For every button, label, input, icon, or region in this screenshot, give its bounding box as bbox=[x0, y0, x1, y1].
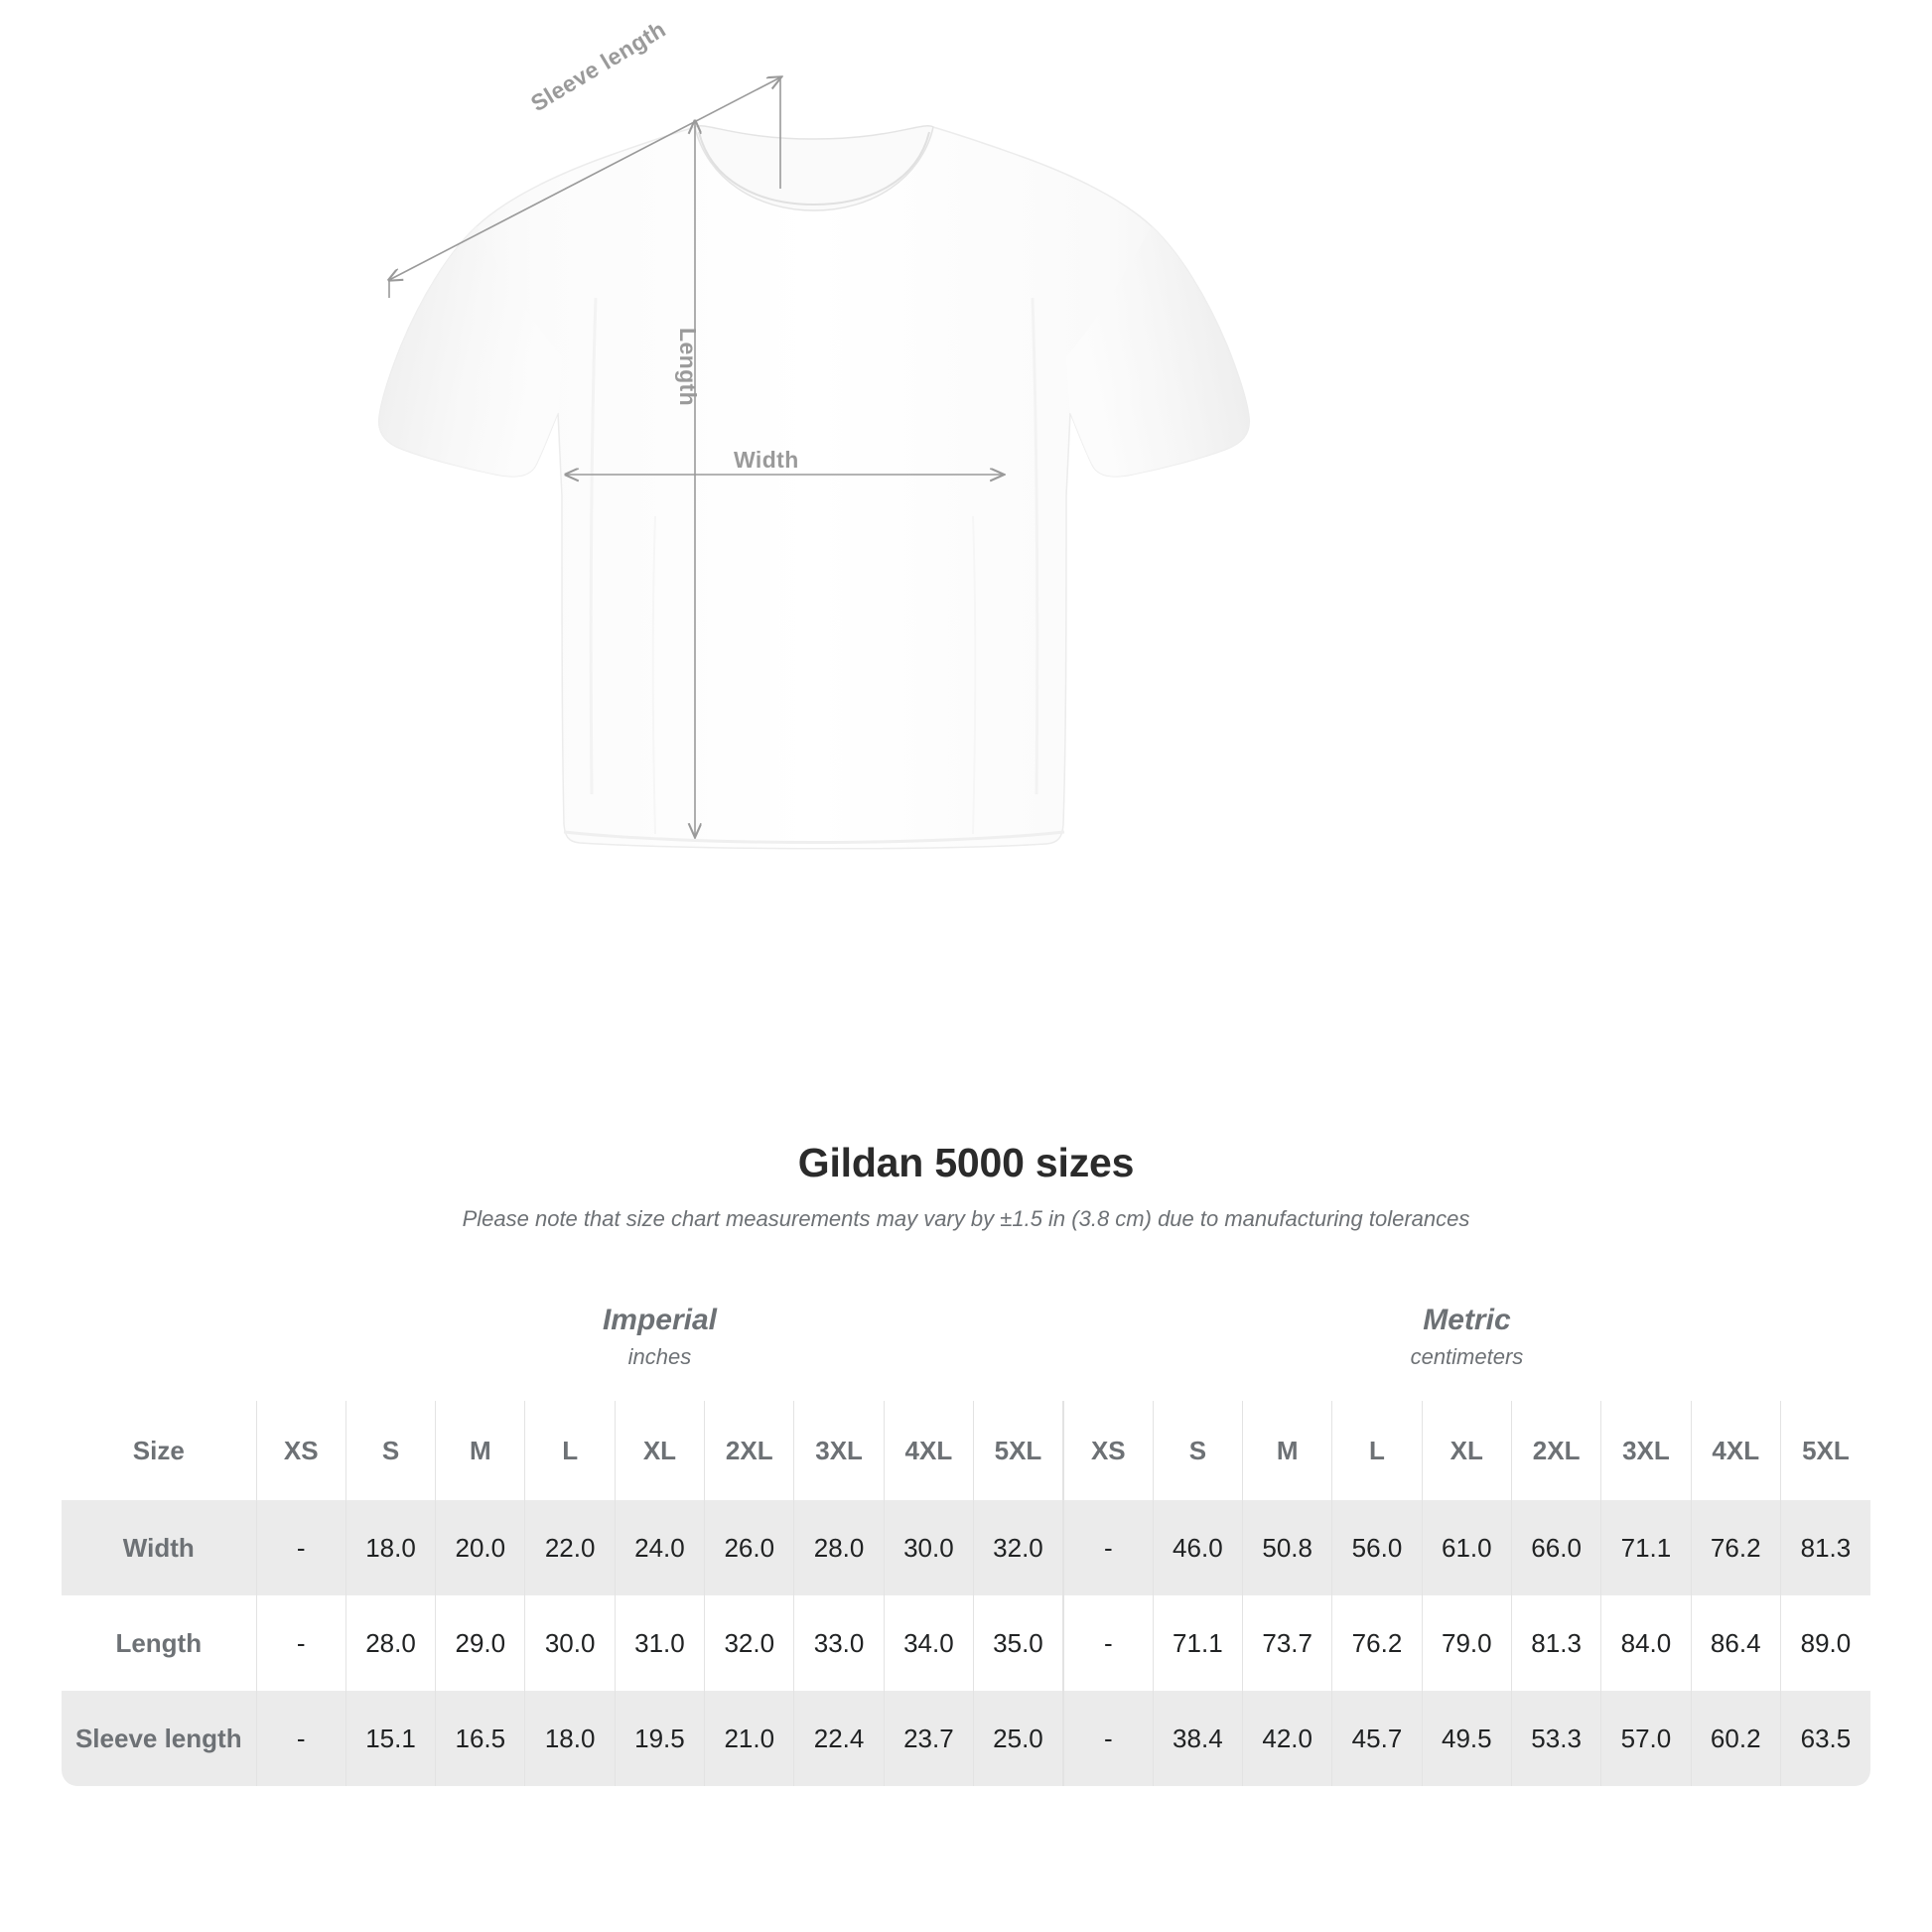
size-column-header: 5XL bbox=[973, 1401, 1063, 1500]
tolerance-note: Please note that size chart measurements… bbox=[462, 1206, 1470, 1231]
measurement-cell: 46.0 bbox=[1152, 1500, 1243, 1595]
measurement-cell: 22.4 bbox=[793, 1691, 885, 1786]
measurement-cell: 53.3 bbox=[1510, 1691, 1601, 1786]
measurement-cell: 76.2 bbox=[1331, 1595, 1423, 1691]
measurement-cell: 60.2 bbox=[1690, 1691, 1781, 1786]
measurement-cell: 18.0 bbox=[345, 1500, 436, 1595]
size-column-header: 4XL bbox=[883, 1401, 974, 1500]
measurement-cell: 79.0 bbox=[1421, 1595, 1512, 1691]
measurement-cell: 81.3 bbox=[1510, 1595, 1601, 1691]
tshirt-diagram: Sleeve length Length Width bbox=[377, 16, 1251, 850]
size-table-wrapper: Imperial inches Metric centimeters Size XS S M L… bbox=[62, 1272, 1870, 1786]
measurement-cell: 32.0 bbox=[973, 1500, 1063, 1595]
measurement-cell: 26.0 bbox=[704, 1500, 794, 1595]
unit-header-spacer bbox=[62, 1272, 257, 1401]
measurement-cell: 63.5 bbox=[1779, 1691, 1870, 1786]
unit-header-metric: Metric centimeters bbox=[1062, 1272, 1870, 1401]
measurement-cell: 29.0 bbox=[435, 1595, 525, 1691]
measurement-cell: 30.0 bbox=[524, 1595, 616, 1691]
size-column-header: 3XL bbox=[1600, 1401, 1692, 1500]
measurement-cell: 22.0 bbox=[524, 1500, 616, 1595]
unit-header-row: Imperial inches Metric centimeters bbox=[62, 1272, 1870, 1401]
measurement-cell: 21.0 bbox=[704, 1691, 794, 1786]
measurement-cell: 61.0 bbox=[1421, 1500, 1512, 1595]
width-label: Width bbox=[734, 447, 799, 473]
row-header-width: Width bbox=[62, 1500, 257, 1595]
measurement-cell: - bbox=[1061, 1500, 1154, 1595]
size-column-header: S bbox=[1152, 1401, 1243, 1500]
size-column-header: 5XL bbox=[1779, 1401, 1870, 1500]
measurement-cell: 49.5 bbox=[1421, 1691, 1512, 1786]
measurement-cell: 56.0 bbox=[1331, 1500, 1423, 1595]
measurement-cell: 28.0 bbox=[793, 1500, 885, 1595]
measurement-cell: 57.0 bbox=[1600, 1691, 1692, 1786]
measurement-cell: 84.0 bbox=[1600, 1595, 1692, 1691]
measurement-cell: 34.0 bbox=[883, 1595, 974, 1691]
measurement-cell: - bbox=[1061, 1691, 1154, 1786]
measurement-cell: 76.2 bbox=[1690, 1500, 1781, 1595]
measurement-cell: 15.1 bbox=[345, 1691, 436, 1786]
measurement-cell: 31.0 bbox=[614, 1595, 705, 1691]
unit-header-imperial: Imperial inches bbox=[256, 1272, 1063, 1401]
size-column-header: 2XL bbox=[1510, 1401, 1601, 1500]
table-row: Sleeve length -15.1 16.5 18.0 19.5 21.0 22.4 23… bbox=[62, 1691, 1870, 1786]
measurement-cell: 66.0 bbox=[1510, 1500, 1601, 1595]
size-column-header: XL bbox=[1421, 1401, 1512, 1500]
size-column-header: XL bbox=[614, 1401, 705, 1500]
measurement-cell: 32.0 bbox=[704, 1595, 794, 1691]
size-column-header: M bbox=[1242, 1401, 1332, 1500]
measurement-cell: 28.0 bbox=[345, 1595, 436, 1691]
measurement-cell: - bbox=[255, 1691, 346, 1786]
measurement-cell: 71.1 bbox=[1152, 1595, 1243, 1691]
row-header-length: Length bbox=[62, 1595, 257, 1691]
size-column-header: XS bbox=[1061, 1401, 1154, 1500]
unit-subtitle: inches bbox=[627, 1343, 692, 1369]
measurement-cell: 23.7 bbox=[883, 1691, 974, 1786]
measurement-cell: 25.0 bbox=[973, 1691, 1063, 1786]
size-column-header: M bbox=[435, 1401, 525, 1500]
size-header-row: Size XS S M L XL 2XL 3XL 4XL 5XL XS S M L XL 2XL 3XL 4XL 5… bbox=[62, 1401, 1870, 1500]
size-column-header: 3XL bbox=[793, 1401, 885, 1500]
measurement-cell: 30.0 bbox=[883, 1500, 974, 1595]
size-column-header: L bbox=[1331, 1401, 1423, 1500]
measurement-cell: 18.0 bbox=[524, 1691, 616, 1786]
measurement-cell: 35.0 bbox=[973, 1595, 1063, 1691]
table-row: Width -18.0 20.0 22.0 24.0 26.0 28.0 30.0 32.0-4… bbox=[62, 1500, 1870, 1595]
measurement-cell: 73.7 bbox=[1242, 1595, 1332, 1691]
page-title: Gildan 5000 sizes bbox=[797, 1140, 1135, 1185]
length-label: Length bbox=[675, 328, 701, 407]
measurement-cell: 16.5 bbox=[435, 1691, 525, 1786]
measurement-cell: 50.8 bbox=[1242, 1500, 1332, 1595]
unit-name: Imperial bbox=[602, 1303, 717, 1336]
measurement-cell: - bbox=[255, 1595, 346, 1691]
row-header-sleeve-length: Sleeve length bbox=[62, 1691, 257, 1786]
size-column-header: XS bbox=[255, 1401, 346, 1500]
size-label-header: Size bbox=[62, 1401, 257, 1500]
measurement-cell: 42.0 bbox=[1242, 1691, 1332, 1786]
measurement-cell: 89.0 bbox=[1779, 1595, 1870, 1691]
measurement-cell: 33.0 bbox=[793, 1595, 885, 1691]
measurement-cell: 19.5 bbox=[614, 1691, 705, 1786]
measurement-cell: 20.0 bbox=[435, 1500, 525, 1595]
tshirt-illustration bbox=[377, 125, 1251, 850]
size-column-header: S bbox=[345, 1401, 436, 1500]
measurement-cell: - bbox=[1061, 1595, 1154, 1691]
sleeve-length-arrow bbox=[389, 77, 780, 298]
unit-name: Metric bbox=[1423, 1303, 1511, 1336]
measurement-cell: - bbox=[255, 1500, 346, 1595]
measurement-cell: 38.4 bbox=[1152, 1691, 1243, 1786]
measurement-cell: 86.4 bbox=[1690, 1595, 1781, 1691]
title-block: Gildan 5000 sizes Please note that size … bbox=[0, 1140, 1932, 1232]
unit-subtitle: centimeters bbox=[1410, 1343, 1524, 1369]
measurement-cell: 24.0 bbox=[614, 1500, 705, 1595]
size-column-header: 4XL bbox=[1690, 1401, 1781, 1500]
size-table: Imperial inches Metric centimeters Size XS S M L… bbox=[62, 1272, 1870, 1786]
size-column-header: L bbox=[524, 1401, 616, 1500]
measurement-cell: 81.3 bbox=[1779, 1500, 1870, 1595]
table-row: Length -28.0 29.0 30.0 31.0 32.0 33.0 34.0 35.0-… bbox=[62, 1595, 1870, 1691]
measurement-cell: 45.7 bbox=[1331, 1691, 1423, 1786]
measurement-cell: 71.1 bbox=[1600, 1500, 1692, 1595]
size-column-header: 2XL bbox=[704, 1401, 794, 1500]
